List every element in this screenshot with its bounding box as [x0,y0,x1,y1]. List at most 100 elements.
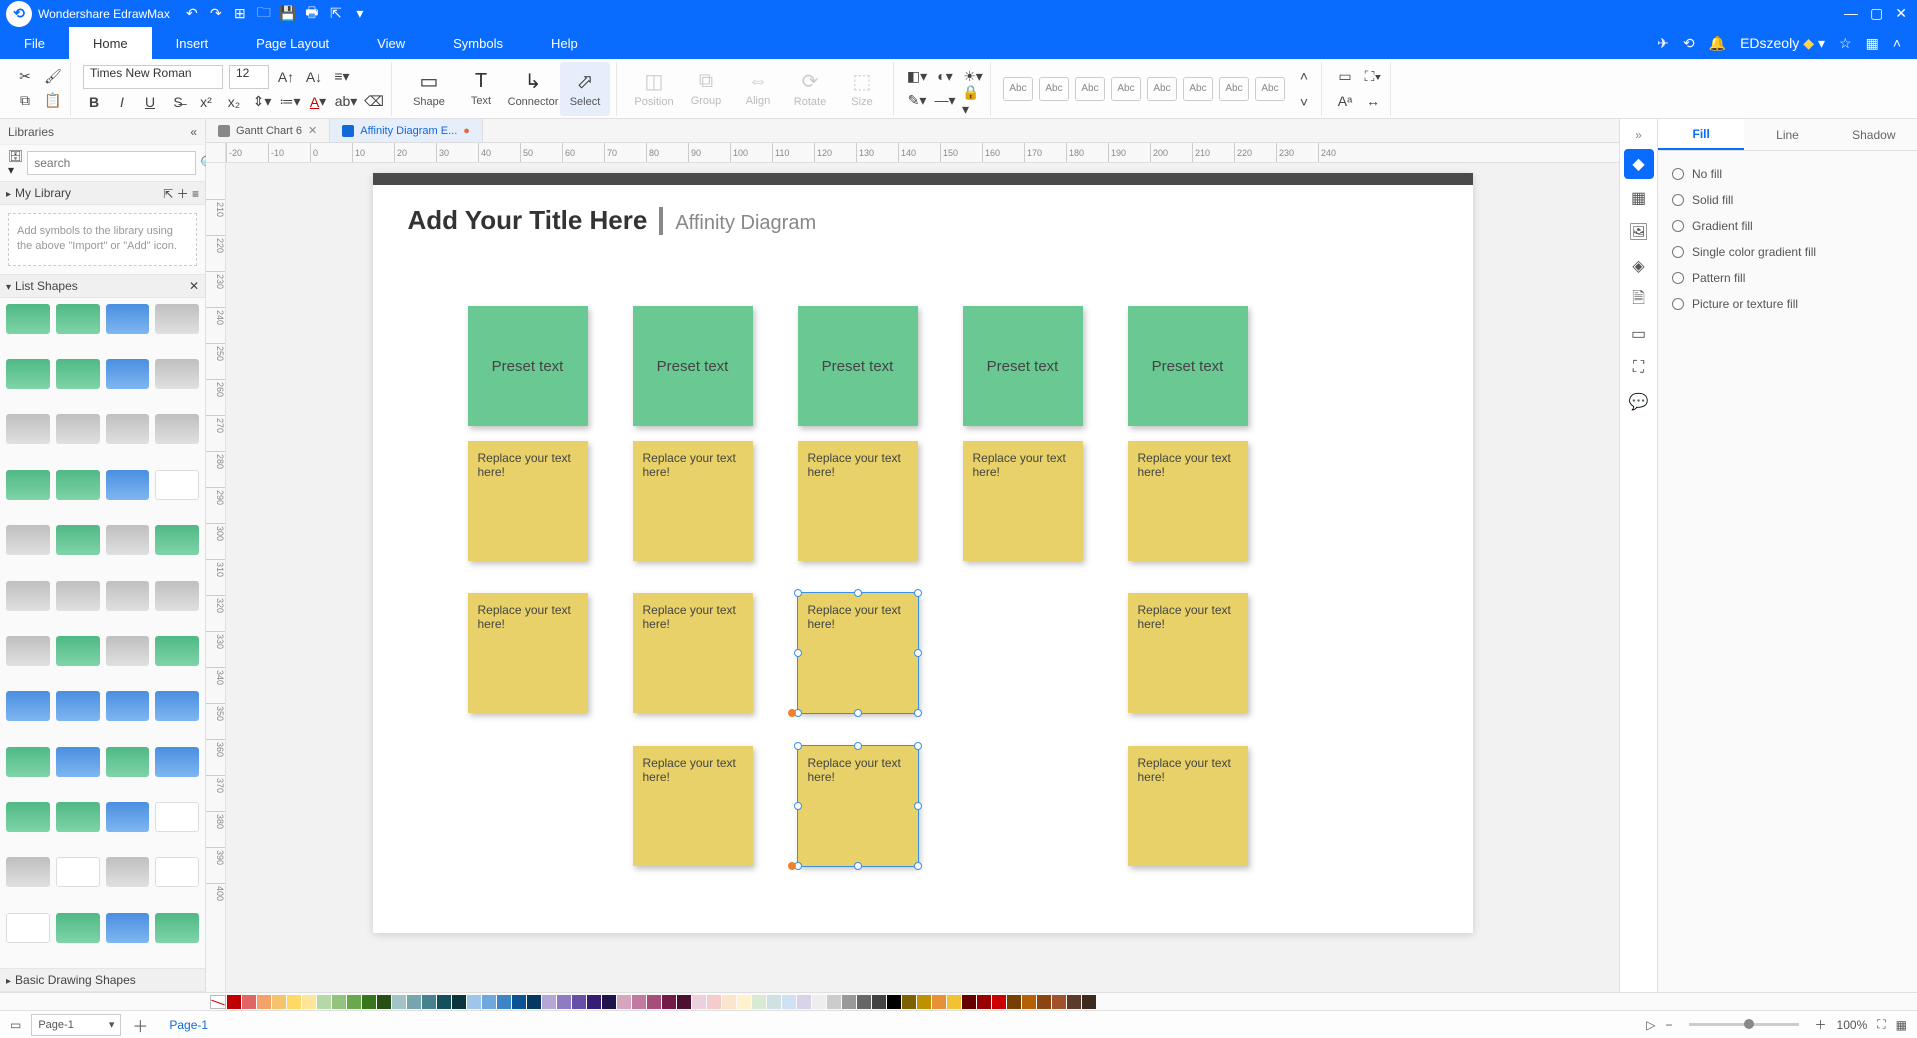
style-thumb[interactable]: Abc [1183,77,1213,101]
note-card[interactable]: Replace your text here! [798,441,918,561]
menu-tab-help[interactable]: Help [527,27,602,59]
style-thumb[interactable]: Abc [1075,77,1105,101]
line-style-icon[interactable]: ―▾ [934,90,956,112]
shape-thumbnail[interactable] [155,747,199,777]
menu-tab-view[interactable]: View [353,27,429,59]
preset-card[interactable]: Preset text [1128,306,1248,426]
color-swatch[interactable] [857,995,871,1009]
shape-thumbnail[interactable] [6,414,50,444]
shape-thumbnail[interactable] [6,691,50,721]
color-swatch[interactable] [482,995,496,1009]
color-swatch[interactable] [1052,995,1066,1009]
shape-thumbnail[interactable] [106,857,150,887]
fill-option[interactable]: Picture or texture fill [1672,291,1903,317]
image-icon[interactable]: 🖼 [1624,217,1654,247]
copy-icon[interactable]: ⧉ [14,90,36,112]
shape-thumbnail[interactable] [106,581,150,611]
color-swatch[interactable] [1022,995,1036,1009]
library-select-icon[interactable]: 🗄▾ [8,153,23,173]
style-thumb[interactable]: Abc [1111,77,1141,101]
add-icon[interactable]: ＋ [177,187,189,201]
color-swatch[interactable] [587,995,601,1009]
color-swatch[interactable] [782,995,796,1009]
shape-thumbnail[interactable] [155,525,199,555]
section-close-icon[interactable]: ✕ [189,279,199,293]
color-swatch[interactable] [872,995,886,1009]
font-increase-icon[interactable]: A↑ [275,66,297,88]
list-shapes-label[interactable]: List Shapes [15,279,78,293]
fill-radio[interactable] [1672,220,1684,232]
color-swatch[interactable] [467,995,481,1009]
color-swatch[interactable] [287,995,301,1009]
color-swatch[interactable] [842,995,856,1009]
close-icon[interactable]: ✕ [1895,5,1907,22]
presentation-icon[interactable]: ▭ [1624,319,1654,349]
shape-thumbnail[interactable] [56,581,100,611]
note-card[interactable]: Replace your text here! [1128,746,1248,866]
group-tool[interactable]: ⧉Group [681,62,731,116]
shape-thumbnail[interactable] [155,691,199,721]
text-case-icon[interactable]: Aᵃ [1334,90,1356,112]
shape-thumbnail[interactable] [106,359,150,389]
format-painter-icon[interactable]: 🖌 [42,66,64,88]
fill-radio[interactable] [1672,246,1684,258]
close-tab-icon[interactable]: ✕ [308,124,317,137]
fill-radio[interactable] [1672,194,1684,206]
props-tab-line[interactable]: Line [1744,119,1830,150]
color-swatch[interactable] [437,995,451,1009]
zoom-out-icon[interactable]: − [1666,1018,1673,1032]
subscript-icon[interactable]: x₂ [223,91,245,113]
color-swatch[interactable] [452,995,466,1009]
props-tab-shadow[interactable]: Shadow [1831,119,1917,150]
shape-thumbnail[interactable] [56,691,100,721]
shape-thumbnail[interactable] [56,414,100,444]
gallery-down-icon[interactable]: ˅ [1293,91,1315,113]
fill-option[interactable]: Single color gradient fill [1672,239,1903,265]
preset-card[interactable]: Preset text [468,306,588,426]
import-icon[interactable]: ⇱ [163,187,173,201]
add-page-button[interactable]: ＋ [129,1014,151,1036]
note-card[interactable]: Replace your text here! [468,593,588,713]
shape-thumbnail[interactable] [6,747,50,777]
shape-tool[interactable]: ▭Shape [404,62,454,116]
undo-icon[interactable]: ↶ [182,4,202,24]
fill-option[interactable]: Pattern fill [1672,265,1903,291]
shape-thumbnail[interactable] [155,414,199,444]
color-swatch[interactable] [347,995,361,1009]
page-title[interactable]: Add Your Title Here [408,205,648,236]
note-card[interactable]: Replace your text here! [633,746,753,866]
library-search-input[interactable] [27,151,196,175]
no-fill-swatch[interactable] [210,995,226,1009]
preset-card[interactable]: Preset text [798,306,918,426]
color-swatch[interactable] [572,995,586,1009]
share-icon[interactable]: ⟲ [1683,35,1695,52]
note-card[interactable]: Replace your text here! [1128,593,1248,713]
color-swatch[interactable] [722,995,736,1009]
color-swatch[interactable] [1067,995,1081,1009]
color-swatch[interactable] [542,995,556,1009]
shape-thumbnail[interactable] [6,525,50,555]
fit-screen-icon[interactable]: ⛶ [1877,1017,1885,1032]
color-swatch[interactable] [692,995,706,1009]
my-library-label[interactable]: My Library [15,186,71,200]
color-swatch[interactable] [512,995,526,1009]
page-nav-icon[interactable]: ▭ [10,1018,21,1032]
new-icon[interactable]: ⊞ [230,4,250,24]
color-swatch[interactable] [377,995,391,1009]
play-icon[interactable]: ▷ [1646,1018,1655,1032]
color-swatch[interactable] [242,995,256,1009]
color-swatch[interactable] [557,995,571,1009]
redo-icon[interactable]: ↷ [206,4,226,24]
fill-radio[interactable] [1672,298,1684,310]
shape-thumbnail[interactable] [6,304,50,334]
color-swatch[interactable] [947,995,961,1009]
shape-thumbnail[interactable] [106,747,150,777]
props-tab-fill[interactable]: Fill [1658,119,1744,150]
fill-radio[interactable] [1672,168,1684,180]
color-swatch[interactable] [767,995,781,1009]
shape-thumbnail[interactable] [106,913,150,943]
style-gallery[interactable]: Abc Abc Abc Abc Abc Abc Abc Abc [1003,77,1285,101]
save-icon[interactable]: 💾 [278,4,298,24]
shape-thumbnail[interactable] [56,802,100,832]
color-swatch[interactable] [497,995,511,1009]
